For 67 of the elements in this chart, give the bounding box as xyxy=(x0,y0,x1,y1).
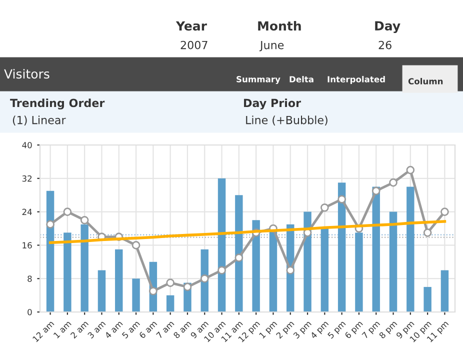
point xyxy=(218,266,226,274)
x-tick-label: 1 am xyxy=(53,320,72,339)
text: Day Prior xyxy=(244,98,301,110)
bar xyxy=(166,295,174,312)
text: Summary xyxy=(236,76,280,84)
bar xyxy=(338,182,346,312)
point xyxy=(63,208,72,216)
point xyxy=(286,266,295,274)
bar xyxy=(64,232,72,312)
x-tick-label: 7 am xyxy=(156,320,174,339)
point xyxy=(234,254,244,262)
point xyxy=(423,228,432,237)
y-tick-label: 16 xyxy=(22,242,32,248)
point xyxy=(183,282,192,292)
bar xyxy=(355,232,363,312)
point xyxy=(166,278,174,287)
text: (1) Linear xyxy=(12,116,66,126)
bar xyxy=(115,249,123,312)
text: June xyxy=(259,40,284,52)
text: Interpolated xyxy=(328,76,385,84)
bar xyxy=(389,212,398,312)
point xyxy=(320,203,329,212)
text: Year xyxy=(176,21,207,31)
point xyxy=(80,216,89,224)
bar xyxy=(98,270,106,312)
bar xyxy=(320,228,329,312)
text: Line (+Bubble) xyxy=(246,116,328,126)
x-tick-label: 8 am xyxy=(173,320,192,339)
y-tick-label: 0 xyxy=(28,308,32,316)
point xyxy=(200,274,209,283)
bar xyxy=(46,190,54,312)
x-tick-label: 1 pm xyxy=(258,320,278,340)
text: Day xyxy=(375,21,400,34)
bar xyxy=(252,220,260,312)
bar xyxy=(235,195,243,312)
point xyxy=(389,178,398,187)
line-series xyxy=(48,220,446,244)
point xyxy=(132,241,140,250)
text: 26 xyxy=(378,40,392,50)
x-tick-label: 6 am xyxy=(138,320,158,339)
point xyxy=(338,195,346,204)
bar xyxy=(440,270,449,312)
text: Month xyxy=(258,20,301,31)
y-tick-label: 8 xyxy=(28,276,32,282)
x-tick-label: 2 am xyxy=(70,320,89,339)
bar xyxy=(406,186,414,312)
bar xyxy=(132,278,140,312)
text: 2007 xyxy=(180,40,208,50)
y-tick-label: 40 xyxy=(22,142,32,148)
text: Column xyxy=(408,78,443,84)
chart-title: Visitors xyxy=(4,68,50,79)
y-tick-label: 32 xyxy=(22,175,32,182)
x-tick-label: 12 am xyxy=(32,320,54,342)
text: Delta xyxy=(290,76,314,82)
point xyxy=(46,220,54,228)
point xyxy=(149,286,158,296)
bar xyxy=(424,286,432,312)
bar xyxy=(218,178,226,312)
x-tick-label: 5 am xyxy=(122,320,140,339)
point xyxy=(440,208,449,216)
bar xyxy=(80,224,88,312)
text: Trending Order xyxy=(10,98,105,110)
x-tick-label: 4 am xyxy=(104,320,123,339)
point xyxy=(372,186,380,196)
x-tick-label: 3 am xyxy=(87,320,106,339)
point xyxy=(406,166,415,174)
y-tick-label: 24 xyxy=(22,208,32,215)
